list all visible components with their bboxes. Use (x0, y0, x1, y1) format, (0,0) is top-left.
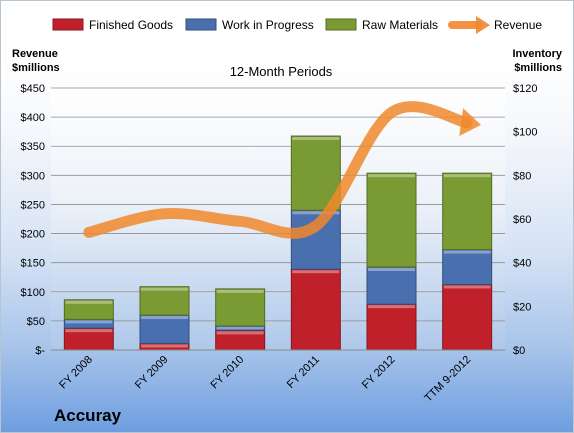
left-tick-label: $50 (27, 316, 45, 328)
axis-label-line: $millions (514, 62, 562, 74)
bar-highlight (141, 316, 188, 320)
right-tick-label: $120 (513, 83, 537, 95)
gridlines (51, 87, 505, 322)
bar-highlight (216, 289, 264, 293)
revenue-line (83, 101, 482, 239)
bar-highlight (292, 137, 340, 141)
bar-highlight (368, 268, 415, 272)
bar-work-in-progress (442, 249, 493, 285)
left-tick-label: $250 (21, 199, 45, 211)
x-tick-label: FY 2010 (209, 354, 247, 392)
axis-label-line: Revenue (12, 48, 58, 60)
right-tick-label: $0 (513, 345, 525, 357)
company-name: Accuray (54, 406, 122, 425)
left-tick-label: $150 (21, 258, 45, 270)
left-tick-label: $400 (21, 112, 45, 124)
legend: Finished Goods Work in Progress Raw Materi… (52, 16, 542, 34)
bar-raw-materials (366, 172, 417, 268)
right-tick-label: $100 (513, 127, 537, 139)
right-tick-label: $60 (513, 214, 531, 226)
bar-raw-materials (63, 299, 114, 320)
bar-highlight (216, 331, 264, 335)
bar-finished-goods (290, 268, 341, 351)
right-tick-label: $80 (513, 170, 531, 182)
x-tick-label: FY 2012 (360, 354, 398, 392)
left-tick-label: $- (35, 345, 45, 357)
bar-highlight (141, 287, 188, 291)
bar-highlight (443, 174, 491, 178)
legend-label: Finished Goods (89, 18, 173, 32)
bar-raw-materials (442, 172, 493, 251)
left-tick-label: $350 (21, 141, 45, 153)
legend-label: Work in Progress (222, 18, 314, 32)
legend-swatch (325, 18, 357, 31)
legend-label: Revenue (494, 18, 542, 32)
axis-label-line: $millions (12, 62, 60, 74)
bar-finished-goods (366, 303, 417, 351)
bar-highlight (65, 320, 113, 324)
right-axis-label: Inventory $millions (512, 48, 562, 74)
legend-swatch (52, 18, 84, 31)
bar-highlight (65, 300, 113, 304)
legend-label: Raw Materials (362, 18, 438, 32)
right-axis-ticks: $0 $20 $40 $60 $80 $100 $120 (513, 83, 537, 357)
legend-swatch (185, 18, 217, 31)
x-tick-label: FY 2009 (133, 354, 171, 392)
left-tick-label: $450 (21, 83, 45, 95)
x-axis-ticks: FY 2008 FY 2009 FY 2010 FY 2011 FY 2012 TTM 9… (57, 354, 473, 405)
left-tick-label: $100 (21, 287, 45, 299)
bar-raw-materials (215, 288, 266, 327)
bar-highlight (368, 174, 415, 178)
left-tick-label: $200 (21, 229, 45, 241)
axis-label-line: Inventory (512, 48, 562, 60)
left-axis-label: Revenue $millions (12, 48, 60, 74)
bar-highlight (443, 285, 491, 289)
bar-highlight (141, 344, 188, 348)
revenue-line-arrowhead (459, 108, 482, 136)
bar-highlight (65, 329, 113, 333)
right-tick-label: $40 (513, 258, 531, 270)
bar-work-in-progress (366, 266, 417, 305)
bar-highlight (292, 211, 340, 215)
chart-title: 12-Month Periods (230, 64, 333, 79)
bar-finished-goods (442, 284, 493, 351)
revenue-line-path (83, 101, 473, 239)
bars (63, 135, 493, 351)
left-tick-label: $300 (21, 170, 45, 182)
legend-arrow-icon (476, 16, 490, 34)
bar-work-in-progress (139, 314, 190, 344)
right-tick-label: $20 (513, 301, 531, 313)
x-tick-label: FY 2011 (285, 354, 322, 391)
left-axis-ticks: $- $50 $100 $150 $200 $250 $300 $350 $400 $450 (21, 83, 46, 357)
bar-raw-materials (139, 286, 190, 316)
bar-highlight (216, 326, 264, 330)
bar-highlight (368, 305, 415, 309)
x-tick-label: FY 2008 (57, 354, 95, 392)
bar-highlight (292, 270, 340, 274)
x-tick-label: TTM 9-2012 (422, 354, 473, 405)
bar-highlight (443, 250, 491, 254)
